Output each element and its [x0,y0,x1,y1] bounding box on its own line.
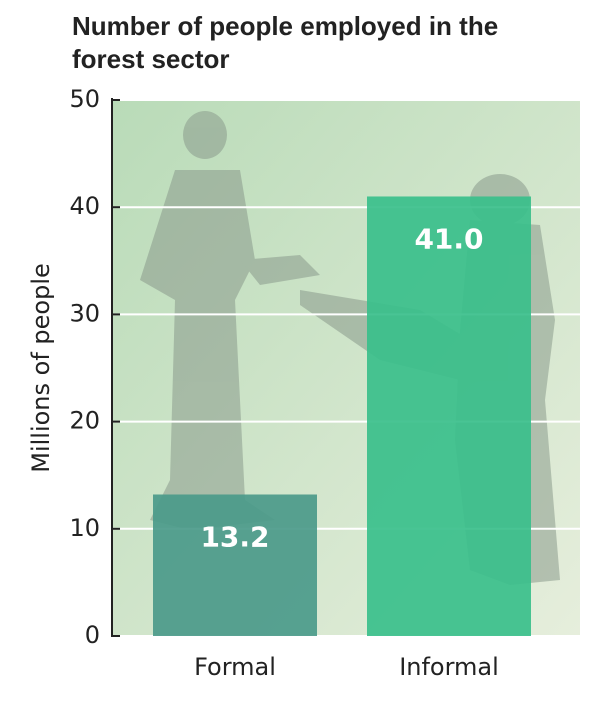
value-label: 13.2 [200,520,269,553]
y-axis-label: Millions of people [27,263,55,473]
bar [153,494,317,636]
y-tick-label: 30 [69,299,100,327]
y-tick-label: 50 [69,85,100,113]
y-tick-label: 0 [85,621,100,649]
y-tick-label: 40 [69,192,100,220]
x-tick-label: Formal [194,653,276,681]
y-tick-label: 10 [69,514,100,542]
y-tick-label: 20 [69,407,100,435]
value-label: 41.0 [414,222,483,255]
x-tick-label: Informal [399,653,499,681]
bar [367,196,531,637]
chart-title: Number of people employed in the forest … [72,11,499,74]
